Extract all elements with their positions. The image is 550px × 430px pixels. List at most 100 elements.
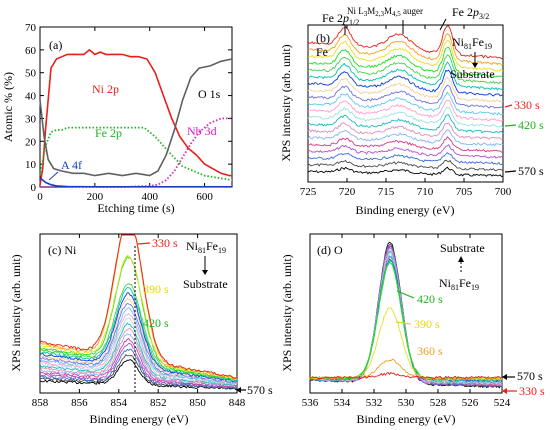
panel-c-spectrum-3 [39,342,238,389]
panel-c-spectrum-17 [39,255,238,381]
panel-b-spectrum-3 [307,144,504,159]
series-fe-2p [39,126,233,181]
panel-b-spectrum-2 [307,152,504,166]
panel-a-ytick-label: 30 [25,113,37,125]
panel-c-frame [39,233,238,394]
panel-b-element-label: Fe [316,45,328,59]
panel-c-spectrum-7 [39,322,238,386]
panel-b-spectrum-18 [307,32,504,66]
panel-d-spectrum-14 [309,260,503,382]
panel-c-spectrum-9 [39,312,238,386]
panel-b-frame [307,24,504,183]
panel-d-xtick-label: 524 [494,397,511,409]
ni-auger-annotation: Ni L3M2,3M4,5 auger [347,6,423,18]
panel-d-marker-330-head [502,388,507,394]
panel-b-label: (b) [316,31,330,45]
panel-b-xlabel: Binding energy (eV) [355,203,454,217]
panel-d-spectrum-9 [309,255,503,384]
panel-a-ticks: 0 200 400 600 0 10 20 30 40 50 60 70 [25,22,232,203]
a-4f-annotation: A 4f [61,158,82,172]
panel-d-label: (d) O [317,243,343,257]
panel-d-xtick-label: 530 [398,397,415,409]
panel-d-xtick-label: 526 [462,397,479,409]
panel-d-spectrum-1 [309,244,503,388]
panel-b-xtick-label: 720 [339,186,356,198]
a-4f-arrow [48,171,59,181]
panel-d-marker-420 [396,290,415,299]
panel-c-spectrum-5 [39,333,238,388]
panel-c-spectrum-6 [39,328,238,386]
panel-b-spectrum-6 [307,122,504,141]
panel-b-spectrum-0 [307,166,504,178]
panel-d-xtick-label: 528 [430,397,447,409]
panel-d-spectrum-13 [309,258,503,382]
panel-d-ylabel: XPS intensity (arb. unit) [280,254,294,371]
panel-b-spectra [307,25,504,178]
panel-c-time-330: 330 s [152,236,178,250]
panel-d-marker-570-head [502,374,507,380]
panel-d-xlabel: Binding energy (eV) [356,412,455,426]
panel-b-spectrum-7 [307,114,504,134]
panel-c-arrow-head [202,270,208,275]
panel-a-label: (a) [49,38,62,52]
panel-b-spectrum-16 [307,47,504,78]
panel-b-spectrum-14 [307,61,504,91]
panel-c-xtick-label: 854 [111,397,128,409]
panel-d-time-570: 570 s [517,369,543,383]
series-o-1s [39,58,233,177]
panel-d-time-420: 420 s [417,292,443,306]
panel-d-spectrum-16 [309,262,503,381]
panel-b-spectrum-1 [307,159,504,172]
panel-d-spectrum-15 [310,261,503,381]
panel-c-spectrum-1 [39,354,238,390]
panel-d-spectra [309,241,503,389]
panel-d-time-390: 390 s [414,317,440,331]
panel-a-ytick-label: 70 [25,22,37,34]
panel-b-spectrum-15 [307,54,504,85]
panel-d-spectrum-12 [309,258,503,383]
panel-d-spectrum-18 [309,359,503,380]
panel-b-xtick-label: 705 [456,186,473,198]
panel-d-xtick-label: 534 [334,397,351,409]
panel-d: 536 534 532 530 528 526 524 (d) O Substrate Ni… [280,233,545,426]
panel-b-xtick-label: 725 [300,186,317,198]
panel-b: 725 720 715 710 705 700 (b) Fe Fe 2p1/2 Ni L3… [279,5,544,217]
panel-d-time-330: 330 s [519,384,545,398]
panel-a-xlabel: Etching time (s) [97,201,174,215]
series-nb-3d [40,117,232,188]
panel-a-xtick-label: 400 [141,191,158,203]
panel-b-time-420: 420 s [518,118,544,132]
panel-a-series [39,48,233,188]
panel-b-spectrum-10 [307,91,504,116]
panel-c-spectrum-12 [39,297,238,383]
panel-b-spectrum-8 [307,106,504,128]
panel-b-marker-570 [504,170,517,173]
panel-d-marker-390 [395,321,412,325]
panel-d-xtick-label: 536 [302,397,319,409]
panel-c-xtick-label: 852 [150,397,167,409]
panel-d-substrate-label: Substrate [440,241,485,255]
panel-c-marker-330 [137,242,151,245]
panel-b-nife-label: Ni81Fe19 [452,35,492,51]
panel-b-spectrum-9 [307,99,504,122]
panel-c-spectra [39,234,238,390]
panel-b-spectrum-17 [308,39,504,72]
panel-d-arrow-head [458,256,464,262]
series-ni-2p [39,48,232,185]
panel-d-spectrum-17 [309,307,503,381]
panel-a-ytick-label: 10 [25,159,37,171]
panel-c-spectrum-18 [39,234,238,380]
panel-d-spectrum-10 [309,255,503,384]
series-a-4f [39,177,232,188]
panel-c-xtick-label: 858 [32,397,49,409]
panel-b-xtick-label: 700 [495,186,512,198]
panel-b-xtick-label: 715 [378,186,395,198]
panel-d-spectrum-0 [309,241,503,389]
panel-c-time-390: 390 s [143,282,169,296]
panel-b-marker-420 [504,124,517,127]
fe-2p-annotation: Fe 2p [95,126,122,140]
panel-d-time-360: 360 s [417,344,443,358]
panel-d-nife-label: Ni81Fe19 [439,276,479,292]
fe-2p-three-half-arrow [439,18,447,31]
